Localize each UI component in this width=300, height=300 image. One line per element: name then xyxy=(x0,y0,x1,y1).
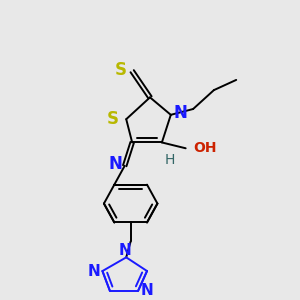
Text: H: H xyxy=(164,153,175,167)
Text: N: N xyxy=(87,263,100,278)
Text: OH: OH xyxy=(193,141,217,155)
Text: N: N xyxy=(141,283,153,298)
Text: N: N xyxy=(108,155,122,173)
Text: N: N xyxy=(174,103,188,122)
Text: N: N xyxy=(119,244,132,259)
Text: S: S xyxy=(114,61,126,79)
Text: S: S xyxy=(107,110,119,128)
